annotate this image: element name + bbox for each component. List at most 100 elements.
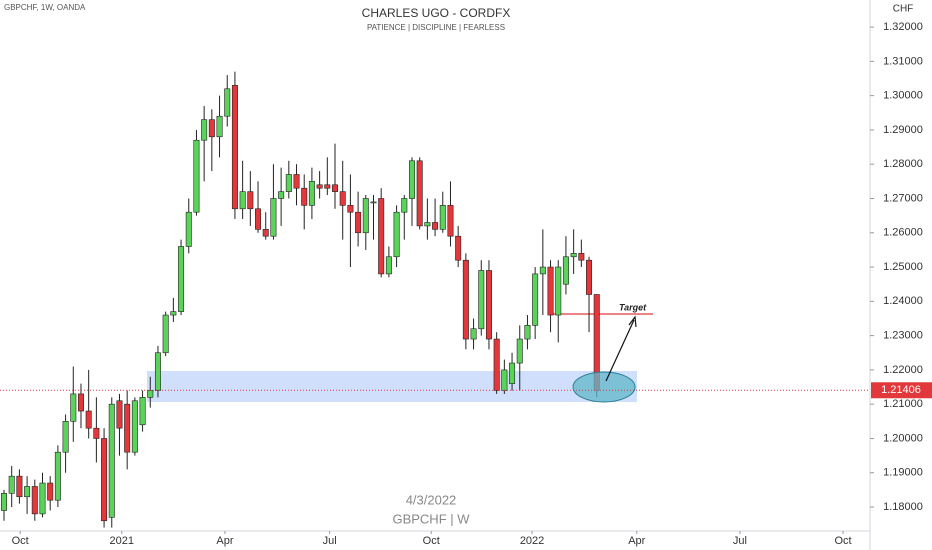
x-tick-label: Apr [216, 535, 233, 547]
candle-body [16, 475, 23, 498]
candle-body [570, 253, 577, 258]
y-tick-label: 1.18000 [883, 501, 923, 513]
y-tick-label: 1.23000 [883, 330, 923, 342]
candle-body [47, 482, 54, 501]
candle-body [70, 393, 77, 422]
candle-body [316, 184, 323, 189]
y-tick-label: 1.31000 [883, 55, 923, 67]
candle-body [509, 362, 516, 384]
candle-body [539, 266, 546, 275]
candle-body [39, 482, 46, 515]
candle-body [401, 198, 408, 213]
candle-body [93, 427, 100, 439]
candle-body [239, 191, 246, 210]
candle-body [77, 393, 84, 412]
candle-body [108, 403, 115, 518]
candle-body [139, 397, 146, 426]
candle-body [432, 222, 439, 230]
y-tick-label: 1.29000 [883, 124, 923, 136]
x-tick-label: Oct [834, 535, 851, 547]
candle-body [262, 229, 269, 237]
candle-body [355, 211, 362, 234]
candle-body [154, 352, 161, 391]
candle-body [131, 400, 138, 453]
y-tick-label: 1.21000 [883, 398, 923, 410]
candle-body [224, 88, 231, 117]
x-tick-label: 2022 [520, 535, 544, 547]
candle-body [247, 191, 254, 210]
candle-body [193, 139, 200, 213]
candle-body [54, 451, 61, 501]
candle-body [147, 390, 154, 398]
candle-body [485, 270, 492, 340]
candle-body [408, 160, 415, 199]
candle-body [378, 198, 385, 275]
y-tick-label: 1.28000 [883, 158, 923, 170]
candle-body [216, 115, 223, 138]
candle-body [308, 181, 315, 206]
chart-title: CHARLES UGO - CORDFX [362, 6, 511, 20]
candle-body [493, 338, 500, 391]
y-tick-label: 1.27000 [883, 192, 923, 204]
y-tick-label: 1.20000 [883, 432, 923, 444]
candle-body [301, 187, 308, 206]
candle-body [8, 475, 15, 494]
plot [1, 71, 600, 528]
candle-body [124, 403, 131, 453]
candle-body [208, 119, 215, 138]
candle-body [31, 486, 38, 515]
y-tick-label: 1.30000 [883, 90, 923, 102]
target-label: Target [619, 302, 647, 312]
y-tick-label: 1.32000 [883, 21, 923, 33]
candle-body [370, 201, 377, 204]
candle-body [332, 184, 339, 192]
y-tick-label: 1.24000 [883, 295, 923, 307]
last-price-label: 1.21406 [881, 384, 921, 396]
candle-body [270, 198, 277, 237]
x-tick-label: Apr [628, 535, 645, 547]
chart-subtitle: PATIENCE | DISCIPLINE | FEARLESS [367, 23, 505, 32]
candle-body [501, 369, 508, 391]
candle-body [170, 311, 177, 316]
highlight-ellipse [572, 371, 636, 403]
symbol-info: GBPCHF, 1W, OANDA [4, 3, 86, 12]
candle-body [101, 438, 108, 522]
candle-body [62, 421, 69, 453]
candle-body [578, 253, 585, 261]
y-tick-label: 1.19000 [883, 467, 923, 479]
y-tick-label: 1.25000 [883, 261, 923, 273]
candle-body [285, 174, 292, 192]
candle-body [447, 205, 454, 237]
candle-body [562, 256, 569, 285]
x-tick-label: Jul [733, 535, 747, 547]
candle-body [547, 266, 554, 316]
x-tick-label: Oct [423, 535, 440, 547]
candle-body [516, 338, 523, 364]
candle-body [424, 222, 431, 227]
candle-body [278, 191, 285, 199]
candle-body [24, 486, 31, 498]
candle-body [532, 273, 539, 326]
candle-body [339, 191, 346, 206]
candle-body [185, 211, 192, 247]
x-tick-label: Jul [323, 535, 337, 547]
candle-body [293, 174, 300, 189]
watermark-date: 4/3/2022 [406, 492, 457, 507]
candle-body [201, 119, 208, 141]
candle-body [324, 184, 331, 189]
watermark-symbol: GBPCHF | W [392, 511, 470, 526]
candle-body [1, 493, 7, 511]
support-zone [147, 371, 637, 402]
candle-body [85, 410, 92, 429]
candle-body [231, 85, 238, 210]
y-tick-label: 1.22000 [883, 364, 923, 376]
candle-body [393, 211, 400, 258]
arrow-head [628, 315, 637, 328]
candle-body [347, 205, 354, 213]
candle-body [524, 325, 531, 340]
candle-body [178, 246, 185, 312]
last-price-box [871, 382, 932, 399]
candle-body [385, 256, 392, 275]
candle-body [439, 205, 446, 230]
